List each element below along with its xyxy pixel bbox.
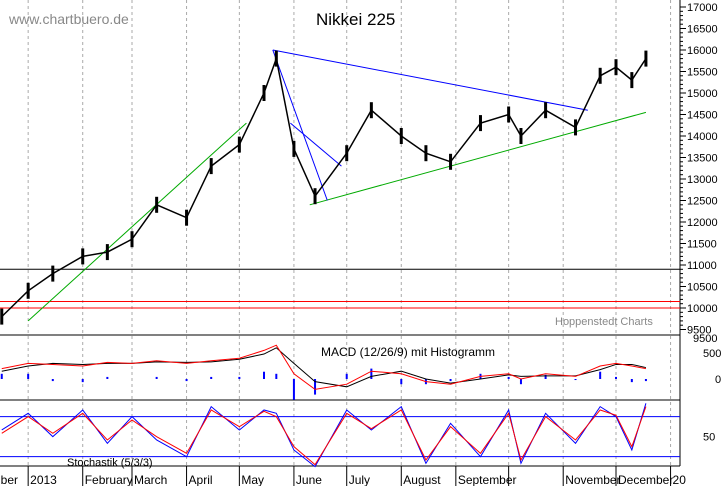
price-bar bbox=[369, 102, 373, 119]
price-bar bbox=[507, 106, 511, 123]
stochastic-label: Stochastik (5/3/3) bbox=[67, 457, 153, 469]
price-bar bbox=[544, 102, 548, 119]
month-label: December bbox=[618, 473, 673, 486]
trendline bbox=[272, 49, 328, 201]
price-bar bbox=[292, 140, 296, 157]
price-bar bbox=[345, 145, 349, 162]
y-tick-label: 13500 bbox=[687, 153, 718, 165]
price-bar bbox=[155, 196, 159, 213]
y-tick-label: 16500 bbox=[687, 24, 718, 36]
price-bar bbox=[614, 59, 618, 76]
y-tick-label: 17000 bbox=[687, 2, 718, 14]
price-bar bbox=[574, 119, 578, 136]
y-tick-label: 10500 bbox=[687, 282, 718, 294]
y-tick-label: 15000 bbox=[687, 88, 718, 100]
price-bar bbox=[313, 188, 317, 205]
price-bar bbox=[81, 248, 85, 265]
stochastic-d-line bbox=[1, 406, 647, 466]
price-bar bbox=[237, 136, 241, 153]
month-label: March bbox=[134, 473, 167, 486]
macd-label: MACD (12/26/9) mit Histogramm bbox=[321, 345, 496, 359]
macd-line bbox=[1, 344, 647, 390]
month-label: August bbox=[403, 473, 441, 486]
y-tick-label: 12500 bbox=[687, 196, 718, 208]
month-label: September bbox=[458, 473, 517, 486]
price-bar bbox=[262, 85, 266, 101]
price-bar bbox=[51, 265, 55, 282]
macd-tick-label: 0 bbox=[715, 374, 721, 386]
price-bar bbox=[399, 128, 403, 144]
stochastic-tick-label: 50 bbox=[703, 432, 715, 444]
month-label: February bbox=[85, 473, 133, 486]
y-tick-label: 9500 bbox=[687, 325, 711, 337]
y-tick-label: 10000 bbox=[687, 303, 718, 315]
macd-tick-label: 500 bbox=[703, 348, 721, 360]
price-bar bbox=[185, 209, 189, 226]
y-tick-label: 14000 bbox=[687, 131, 718, 143]
month-label: 20 bbox=[673, 473, 687, 486]
y-tick-label: 16000 bbox=[687, 45, 718, 57]
price-bar bbox=[105, 244, 109, 261]
trendline bbox=[272, 49, 588, 111]
y-tick-label: 14500 bbox=[687, 110, 718, 122]
price-bar bbox=[449, 153, 453, 170]
month-label: May bbox=[241, 473, 264, 486]
y-tick-label: 13000 bbox=[687, 174, 718, 186]
y-tick-label: 9500 bbox=[693, 333, 717, 345]
price-bar bbox=[209, 158, 213, 175]
chart-title: Nikkei 225 bbox=[316, 10, 396, 29]
y-tick-label: 12000 bbox=[687, 217, 718, 229]
price-bar bbox=[130, 231, 134, 248]
y-tick-label: 11500 bbox=[687, 239, 717, 251]
month-label: ember bbox=[0, 473, 18, 486]
month-label: 2013 bbox=[30, 473, 57, 486]
y-tick-label: 11000 bbox=[687, 260, 717, 272]
month-label: April bbox=[189, 473, 213, 486]
macd-signal-line bbox=[1, 347, 647, 388]
price-bar bbox=[0, 308, 4, 325]
price-line bbox=[1, 55, 647, 318]
watermark: www.chartbuero.de bbox=[9, 11, 129, 27]
month-label: November bbox=[565, 473, 620, 486]
price-bar bbox=[478, 115, 482, 132]
trendline bbox=[290, 122, 342, 167]
price-bar bbox=[274, 50, 278, 67]
trendline bbox=[309, 111, 647, 206]
price-bar bbox=[26, 282, 30, 299]
price-bar bbox=[644, 50, 648, 67]
price-bar bbox=[519, 128, 523, 144]
trendline bbox=[27, 122, 247, 322]
month-label: July bbox=[349, 473, 370, 486]
price-bar bbox=[630, 72, 634, 89]
month-label: June bbox=[296, 473, 322, 486]
credit: Hoppenstedt Charts bbox=[555, 316, 653, 328]
y-tick-label: 15500 bbox=[687, 67, 718, 79]
price-bar bbox=[424, 145, 428, 162]
price-bar bbox=[598, 67, 602, 84]
